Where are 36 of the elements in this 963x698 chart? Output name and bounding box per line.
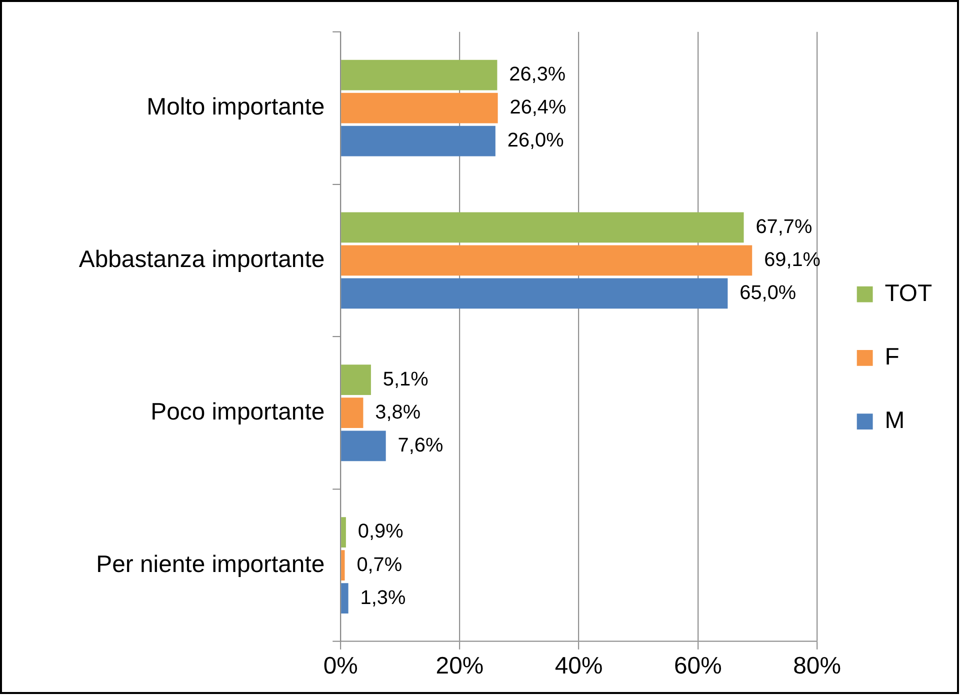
bar — [341, 398, 364, 428]
bar — [341, 126, 496, 156]
data-label: 1,3% — [360, 586, 406, 609]
y-tick-label: Molto importante — [146, 94, 325, 121]
data-label: 26,0% — [507, 130, 564, 152]
data-label: 26,4% — [510, 96, 566, 119]
data-label: 3,8% — [375, 401, 421, 424]
x-tick-label: 80% — [793, 652, 841, 680]
bar — [341, 92, 498, 124]
x-tick-label: 60% — [674, 652, 722, 680]
data-label: 5,1% — [382, 368, 428, 390]
y-tick-label: Per niente importante — [96, 550, 325, 578]
legend-label: TOT — [884, 280, 933, 307]
legend-label: F — [884, 344, 900, 371]
bar — [341, 278, 728, 309]
bar — [341, 245, 752, 276]
data-label: 69,1% — [764, 248, 821, 271]
data-label: 26,3% — [509, 64, 566, 86]
bar — [341, 212, 744, 243]
x-tick-label: 40% — [554, 652, 603, 680]
x-tick-label: 0% — [323, 652, 358, 680]
bar — [341, 430, 386, 462]
bar — [341, 583, 348, 614]
data-label: 0,9% — [358, 520, 404, 543]
data-label: 67,7% — [756, 216, 812, 238]
data-label: 65,0% — [740, 282, 796, 304]
data-label: 7,6% — [398, 434, 444, 456]
legend-label: M — [884, 407, 905, 434]
bar — [341, 550, 345, 580]
data-label: 0,7% — [356, 554, 402, 576]
bar — [341, 364, 371, 396]
y-tick-label: Poco importante — [150, 398, 325, 426]
bar — [341, 60, 498, 90]
x-tick-label: 20% — [436, 652, 484, 680]
y-tick-label: Abbastanza importante — [78, 246, 325, 274]
bar — [341, 517, 346, 548]
